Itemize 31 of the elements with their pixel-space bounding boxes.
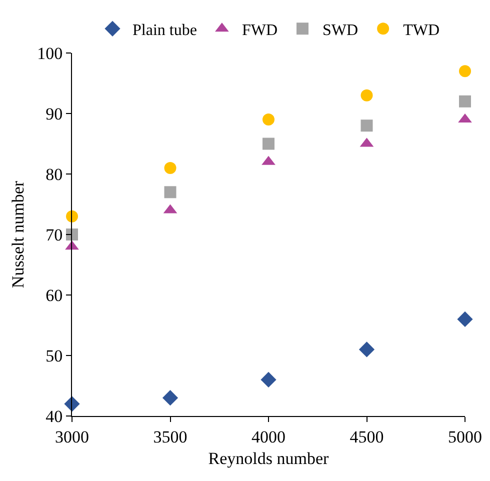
y-tick-label: 70 — [46, 225, 63, 244]
point — [459, 95, 471, 108]
x-tick-label: 4500 — [350, 427, 384, 446]
point — [358, 342, 375, 358]
point — [162, 390, 178, 406]
point — [66, 210, 78, 222]
point — [164, 162, 176, 174]
x-tick-label: 3500 — [153, 427, 188, 446]
legend-label: Plain tube — [132, 22, 197, 39]
point — [164, 186, 176, 198]
x-axis-title: Reynolds number — [208, 448, 330, 468]
y-tick-label: 50 — [46, 346, 63, 366]
legend-label: TWD — [403, 22, 440, 39]
point — [459, 65, 471, 78]
y-tick-label: 40 — [46, 406, 63, 426]
y-axis-title: Nusselt number — [8, 180, 28, 288]
x-tick-label: 3000 — [55, 427, 89, 446]
x-tick-label: 4000 — [252, 427, 286, 446]
x-tick-label: 5000 — [448, 427, 482, 446]
point — [457, 311, 473, 327]
y-tick-label: 90 — [46, 104, 63, 124]
legend-label: SWD — [322, 22, 358, 39]
legend-label: FWD — [242, 22, 278, 39]
y-tick-label: 100 — [37, 44, 63, 63]
y-tick-label: 60 — [46, 286, 63, 305]
point — [260, 372, 276, 388]
point — [360, 89, 373, 102]
y-tick-label: 80 — [46, 164, 63, 184]
point — [262, 138, 274, 150]
point — [262, 114, 274, 126]
point — [360, 120, 373, 132]
